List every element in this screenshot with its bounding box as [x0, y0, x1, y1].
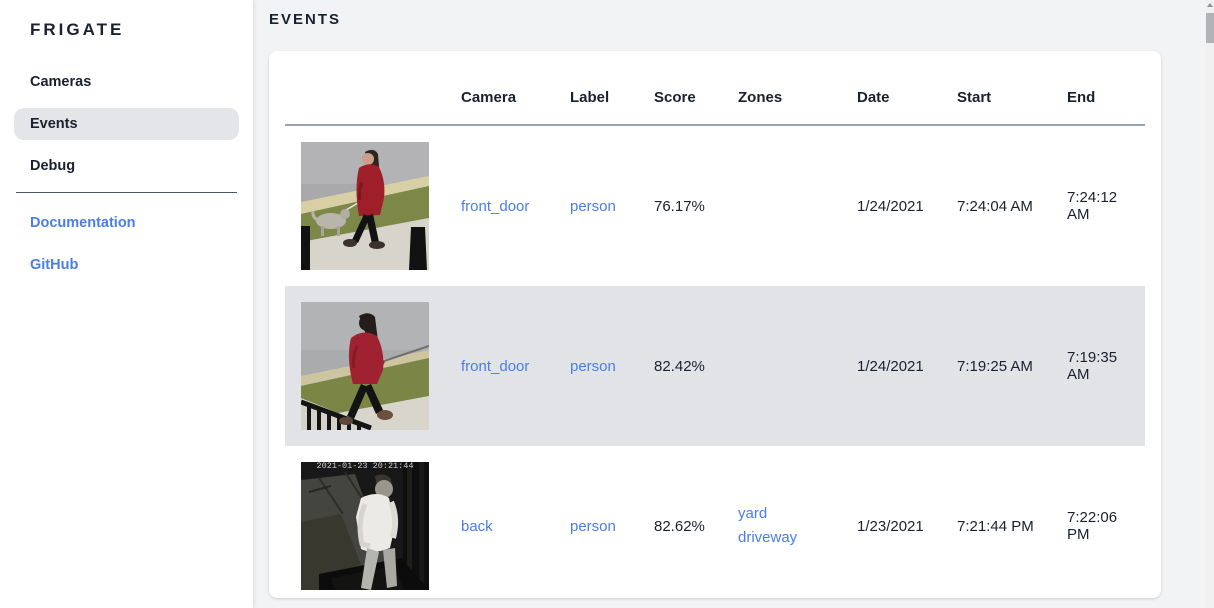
label-link[interactable]: person [570, 357, 616, 375]
end-value: 7:19:35 AM [1059, 286, 1145, 446]
column-header-date: Date [849, 51, 949, 126]
events-card: Camera Label Score Zones Date Start End front_… [269, 51, 1161, 598]
header-row: Camera Label Score Zones Date Start End [285, 51, 1145, 126]
events-table: Camera Label Score Zones Date Start End front_… [285, 51, 1145, 598]
event-thumbnail[interactable] [301, 142, 429, 270]
app-title: FRIGATE [30, 20, 125, 39]
start-value: 7:24:04 AM [957, 197, 1033, 215]
zone-link[interactable]: yard [738, 505, 768, 522]
zones-cell: yard driveway [730, 446, 849, 598]
page-title: EVENTS [269, 11, 342, 28]
sidebar-link-documentation[interactable]: Documentation [30, 215, 136, 231]
date-value: 1/24/2021 [849, 286, 949, 446]
column-header-camera: Camera [453, 51, 562, 126]
column-header-end: End [1059, 51, 1145, 126]
event-row[interactable]: front_door person 82.42% 1/24/2021 7:19:… [285, 286, 1145, 446]
thumbnail-timestamp: 2021-01-23 20:21:44 [317, 462, 414, 471]
camera-link[interactable]: back [461, 517, 493, 535]
camera-link[interactable]: front_door [461, 357, 530, 375]
start-value: 7:19:25 AM [949, 286, 1059, 446]
event-row[interactable]: front_door person 76.17% 1/24/2021 7:24:… [285, 125, 1145, 286]
end-value: 7:24:12 AM [1067, 189, 1118, 223]
date-value: 1/24/2021 [857, 197, 924, 215]
sidebar: FRIGATE Cameras Events Debug Documentation… [0, 0, 253, 608]
event-thumbnail[interactable] [301, 302, 429, 430]
score-value: 82.62% [654, 517, 705, 535]
sidebar-nav: Cameras Events Debug [0, 66, 253, 182]
sidebar-link-github[interactable]: GitHub [30, 257, 79, 273]
sidebar-item-debug[interactable]: Debug [30, 158, 76, 174]
end-value: 7:22:06 PM [1067, 509, 1118, 543]
events-tbody: front_door person 76.17% 1/24/2021 7:24:… [285, 125, 1145, 598]
sidebar-links: Documentation GitHub [0, 207, 253, 281]
start-value: 7:21:44 PM [957, 517, 1034, 535]
zones-cell [730, 125, 849, 286]
sidebar-item-cameras[interactable]: Cameras [30, 74, 92, 90]
browser-scrollbar[interactable] [1206, 0, 1214, 608]
camera-link[interactable]: front_door [461, 197, 530, 215]
zone-link[interactable]: driveway [738, 529, 798, 546]
event-thumbnail[interactable]: 2021-01-23 20:21:44 [301, 462, 429, 590]
label-link[interactable]: person [570, 517, 616, 535]
event-row[interactable]: 2021-01-23 20:21:44 back person 82.62% y… [285, 446, 1145, 598]
zones-cell [730, 286, 849, 446]
column-header-start: Start [949, 51, 1059, 126]
scrollbar-up-arrow-icon[interactable] [1206, 0, 1214, 10]
date-value: 1/23/2021 [857, 517, 924, 535]
column-header-label: Label [562, 51, 646, 126]
sidebar-divider [16, 192, 237, 193]
column-header-zones: Zones [730, 51, 849, 126]
column-header-score: Score [646, 51, 730, 126]
scrollbar-thumb[interactable] [1206, 13, 1214, 43]
sidebar-item-events[interactable]: Events [14, 108, 239, 140]
label-link[interactable]: person [570, 197, 616, 215]
score-value: 76.17% [654, 197, 705, 215]
thumbnail-column-header [285, 51, 453, 126]
main-content: EVENTS Camera Label Score Zones Date Start End [253, 0, 1214, 608]
score-value: 82.42% [646, 286, 730, 446]
